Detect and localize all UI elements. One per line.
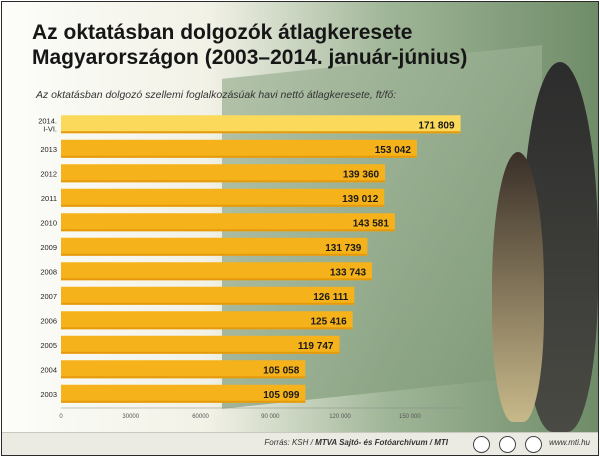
category-label: 2014. [38, 116, 57, 125]
bar-shadow [61, 204, 385, 207]
category-label: 2011 [41, 194, 57, 203]
value-label: 126 111 [313, 292, 348, 303]
value-label: 119 747 [298, 341, 334, 352]
bar [61, 164, 386, 183]
value-label: 139 360 [343, 169, 380, 180]
bar [61, 262, 373, 281]
bar [61, 335, 340, 354]
student-illustration [492, 152, 544, 422]
bar-shadow [61, 278, 373, 281]
bar [61, 188, 385, 207]
source-credit: Forrás: KSH / MTVA Sajtó- és Fotóarchívu… [264, 438, 448, 447]
category-label: 2012 [40, 169, 57, 178]
bar [61, 139, 417, 158]
category-label: 2003 [40, 390, 57, 399]
footer-bar: Forrás: KSH / MTVA Sajtó- és Fotóarchívu… [2, 432, 598, 455]
chart-subtitle: Az oktatásban dolgozó szellemi foglalkoz… [36, 89, 397, 101]
bar-shadow [61, 180, 386, 183]
value-label: 139 012 [342, 194, 379, 205]
chart-title: Az oktatásban dolgozók átlagkeresete Mag… [32, 20, 467, 70]
mti-logo-icon [473, 436, 490, 453]
bar [61, 237, 368, 256]
mtva-logo-icon [499, 436, 516, 453]
ksh-logo-icon [525, 436, 542, 453]
source-prefix: Forrás: KSH / [264, 438, 316, 447]
category-label: 2004 [40, 365, 57, 374]
bar-shadow [61, 229, 395, 232]
value-label: 105 099 [263, 390, 300, 401]
bar-shadow [61, 302, 355, 305]
bar-shadow [61, 376, 306, 379]
value-label: 133 743 [330, 267, 367, 278]
bar [61, 286, 355, 305]
x-tick-label: 150 000 [399, 414, 421, 420]
value-label: 153 042 [375, 145, 412, 156]
category-label: 2009 [40, 243, 57, 252]
bar-shadow [61, 400, 306, 403]
value-label: 171 809 [418, 120, 455, 131]
category-label: 2008 [40, 267, 57, 276]
x-tick-label: 30000 [122, 414, 139, 420]
bar [61, 360, 306, 379]
value-label: 131 739 [325, 243, 362, 254]
bar [61, 213, 395, 232]
category-label: 2006 [40, 316, 57, 325]
x-tick-label: 60000 [192, 414, 209, 420]
x-tick-label: 0 [59, 414, 63, 420]
x-tick-label: 120 000 [329, 414, 351, 420]
category-label: I-VI. [43, 124, 57, 133]
bar [61, 384, 306, 403]
value-label: 143 581 [353, 218, 390, 229]
title-line-1: Az oktatásban dolgozók átlagkeresete [32, 21, 413, 44]
bar-shadow [61, 351, 340, 354]
title-line-2: Magyarországon (2003–2014. január-június… [32, 46, 468, 69]
category-label: 2005 [40, 341, 57, 350]
bar-shadow [61, 253, 368, 256]
bar-shadow [61, 155, 417, 158]
category-label: 2013 [40, 145, 57, 154]
value-label: 105 058 [263, 365, 300, 376]
bar-shadow [61, 327, 353, 330]
category-label: 2007 [40, 292, 57, 301]
bar-shadow [61, 131, 461, 134]
website-link[interactable]: www.mti.hu [549, 438, 590, 447]
bar [61, 311, 353, 330]
value-label: 125 416 [311, 316, 348, 327]
x-tick-label: 90 000 [261, 414, 280, 420]
source-agency: MTVA Sajtó- és Fotóarchívum / MTI [315, 438, 448, 447]
bar [61, 115, 461, 134]
category-label: 2010 [40, 218, 57, 227]
